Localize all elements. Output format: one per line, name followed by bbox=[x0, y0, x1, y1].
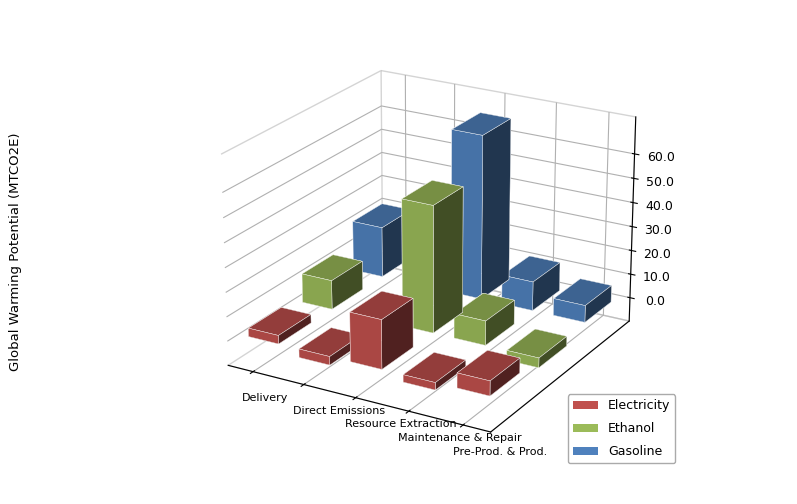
Legend: Electricity, Ethanol, Gasoline: Electricity, Ethanol, Gasoline bbox=[567, 394, 675, 463]
Text: Global Warming Potential (MTCO2E): Global Warming Potential (MTCO2E) bbox=[10, 133, 22, 371]
